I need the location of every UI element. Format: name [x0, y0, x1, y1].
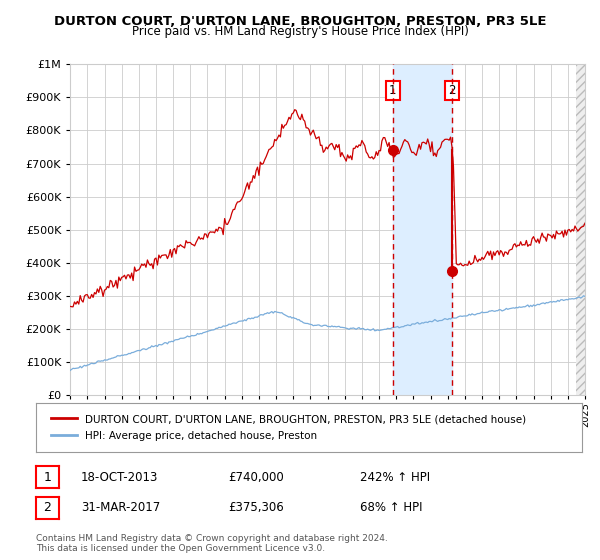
Text: Contains HM Land Registry data © Crown copyright and database right 2024.
This d: Contains HM Land Registry data © Crown c…: [36, 534, 388, 553]
Text: £740,000: £740,000: [228, 470, 284, 484]
Text: Price paid vs. HM Land Registry's House Price Index (HPI): Price paid vs. HM Land Registry's House …: [131, 25, 469, 38]
Text: 68% ↑ HPI: 68% ↑ HPI: [360, 501, 422, 515]
Bar: [393, 64, 452, 395]
Text: 242% ↑ HPI: 242% ↑ HPI: [360, 470, 430, 484]
Text: 2: 2: [43, 501, 52, 515]
Text: DURTON COURT, D'URTON LANE, BROUGHTON, PRESTON, PR3 5LE: DURTON COURT, D'URTON LANE, BROUGHTON, P…: [54, 15, 546, 27]
Text: 18-OCT-2013: 18-OCT-2013: [81, 470, 158, 484]
Legend: DURTON COURT, D'URTON LANE, BROUGHTON, PRESTON, PR3 5LE (detached house), HPI: A: DURTON COURT, D'URTON LANE, BROUGHTON, P…: [47, 410, 530, 445]
Text: 31-MAR-2017: 31-MAR-2017: [81, 501, 160, 515]
Text: 2: 2: [448, 85, 456, 97]
Text: 1: 1: [43, 470, 52, 484]
Text: £375,306: £375,306: [228, 501, 284, 515]
Bar: [577, 64, 585, 395]
Text: 1: 1: [389, 85, 397, 97]
